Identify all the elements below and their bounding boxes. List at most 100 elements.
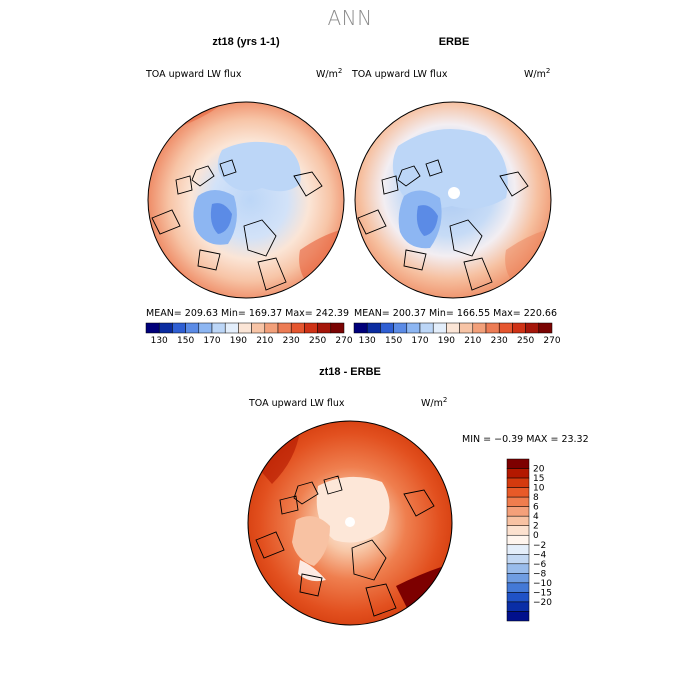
map2-warm-se — [505, 230, 546, 286]
panel1-stats: MEAN= 209.63 Min= 169.37 Max= 242.39 — [146, 308, 350, 319]
colorbar2-swatch — [446, 322, 460, 334]
colorbar-panel2: 130 150 170 190 210 230 250 270 — [353, 322, 561, 346]
colorbar1-swatch — [145, 322, 160, 334]
colorbar3-tick-label: 15 — [533, 474, 544, 484]
colorbar1-swatch — [330, 322, 345, 334]
colorbar3-tick-label: 4 — [533, 512, 539, 522]
colorbar3-swatch — [506, 458, 530, 469]
colorbar2-swatch — [498, 322, 513, 334]
panel1-variable: TOA upward LW flux — [146, 69, 242, 80]
colorbar3-tick-label: 6 — [533, 503, 539, 513]
colorbar3-tick-label: 0 — [533, 531, 539, 541]
panel2-stats: MEAN= 200.37 Min= 166.55 Max= 220.66 — [354, 308, 558, 319]
colorbar1-swatch — [172, 322, 186, 334]
colorbar1-swatch — [158, 322, 173, 334]
map1-field — [148, 102, 344, 298]
colorbar2-swatch — [380, 322, 394, 334]
panel3-title: zt18 - ERBE — [319, 366, 381, 378]
colorbar1-swatch — [304, 322, 318, 334]
map3-pale-center — [316, 476, 390, 543]
colorbar2-tick-label: 210 — [464, 336, 481, 346]
colorbar3-tick-label: −6 — [533, 560, 547, 570]
colorbar1-tick-label: 230 — [283, 336, 300, 346]
colorbar1-swatch — [198, 322, 213, 334]
panel3-units-base: W/m — [421, 398, 443, 410]
colorbar3-swatch — [506, 611, 530, 622]
map3-max-patch — [396, 566, 444, 614]
colorbar3-swatch — [506, 544, 530, 555]
colorbar2-swatch — [472, 322, 487, 334]
colorbar3-tick-label: −4 — [533, 550, 547, 560]
colorbar2-swatch — [432, 322, 447, 334]
colorbar3-tick-label: 8 — [533, 493, 539, 503]
colorbar3-tick-label: −2 — [533, 541, 546, 551]
colorbar3-swatch — [506, 554, 530, 565]
colorbar3-tick-label: −20 — [533, 598, 552, 608]
colorbar2-tick-label: 270 — [543, 336, 560, 346]
colorbar2-tick-label: 250 — [517, 336, 534, 346]
map2-pole-gap — [448, 187, 460, 199]
colorbar3-swatch — [506, 582, 530, 593]
colorbar3-swatch — [506, 506, 530, 517]
map1-arctic-blue — [217, 141, 301, 192]
panel1-units-base: W/m — [316, 69, 338, 81]
map3-coastlines — [255, 475, 435, 617]
colorbar1-tick-label: 270 — [335, 336, 352, 346]
panel3-units: W/m2 — [421, 396, 447, 409]
map1-outline — [147, 101, 345, 299]
colorbar1-swatch — [224, 322, 239, 334]
colorbar3-swatch — [506, 592, 530, 603]
map1-coastlines — [151, 159, 323, 291]
map-panel3 — [247, 420, 453, 626]
panel3-stats: MIN = −0.39 MAX = 23.32 — [462, 434, 589, 445]
colorbar2-tick-label: 170 — [411, 336, 428, 346]
map3-light-greenland — [292, 516, 330, 566]
colorbar3-swatch — [506, 496, 530, 507]
colorbar3-swatch — [506, 601, 530, 612]
colorbar2-swatch — [393, 322, 408, 334]
colorbar1-tick-label: 250 — [309, 336, 326, 346]
colorbar2-tick-label: 230 — [491, 336, 508, 346]
colorbar-panel1: 130 150 170 190 210 230 250 270 — [145, 322, 353, 346]
colorbar3-swatch — [506, 534, 530, 546]
map1-greenland-core — [210, 203, 232, 234]
colorbar3-tick-label: −15 — [533, 588, 552, 598]
colorbar3-swatch — [506, 487, 530, 498]
colorbar1-swatch — [317, 322, 332, 334]
colorbar1-tick-label: 210 — [256, 336, 273, 346]
map2-outline — [354, 101, 552, 299]
panel2-variable: TOA upward LW flux — [352, 69, 448, 80]
panel2-units-base: W/m — [524, 69, 546, 81]
colorbar1-swatch — [290, 322, 305, 334]
panel2-title: ERBE — [438, 36, 470, 48]
panel1-title: zt18 (yrs 1-1) — [212, 36, 280, 48]
panel1-units-exp: 2 — [337, 67, 343, 75]
map2-coastlines — [357, 159, 529, 291]
map3-shading — [255, 430, 444, 617]
map-panel1 — [147, 101, 345, 299]
map2-shading — [355, 128, 546, 291]
colorbar2-swatch — [512, 322, 526, 334]
map3-pole-gap — [345, 517, 355, 527]
panel2-units: W/m2 — [524, 67, 550, 80]
colorbar3-swatch — [506, 515, 530, 526]
colorbar1-swatch — [238, 322, 252, 334]
colorbar1-tick-label: 170 — [203, 336, 220, 346]
colorbar2-swatch — [525, 322, 540, 334]
colorbar2-swatch — [459, 322, 474, 334]
colorbar2-swatch — [353, 322, 368, 334]
colorbar2-swatch — [538, 322, 553, 334]
map2-arctic-blue — [392, 128, 508, 209]
figure-title: ANN — [327, 6, 373, 30]
colorbar2-tick-label: 130 — [359, 336, 376, 346]
colorbar1-tick-label: 190 — [230, 336, 247, 346]
colorbar1-swatch — [277, 322, 292, 334]
colorbar2-tick-label: 150 — [385, 336, 402, 346]
map3-white-patch — [298, 560, 326, 582]
colorbar3-swatch — [506, 573, 530, 584]
map-panel2 — [354, 101, 552, 299]
colorbar3-tick-label: −8 — [533, 569, 547, 579]
map3-outline — [247, 420, 453, 626]
